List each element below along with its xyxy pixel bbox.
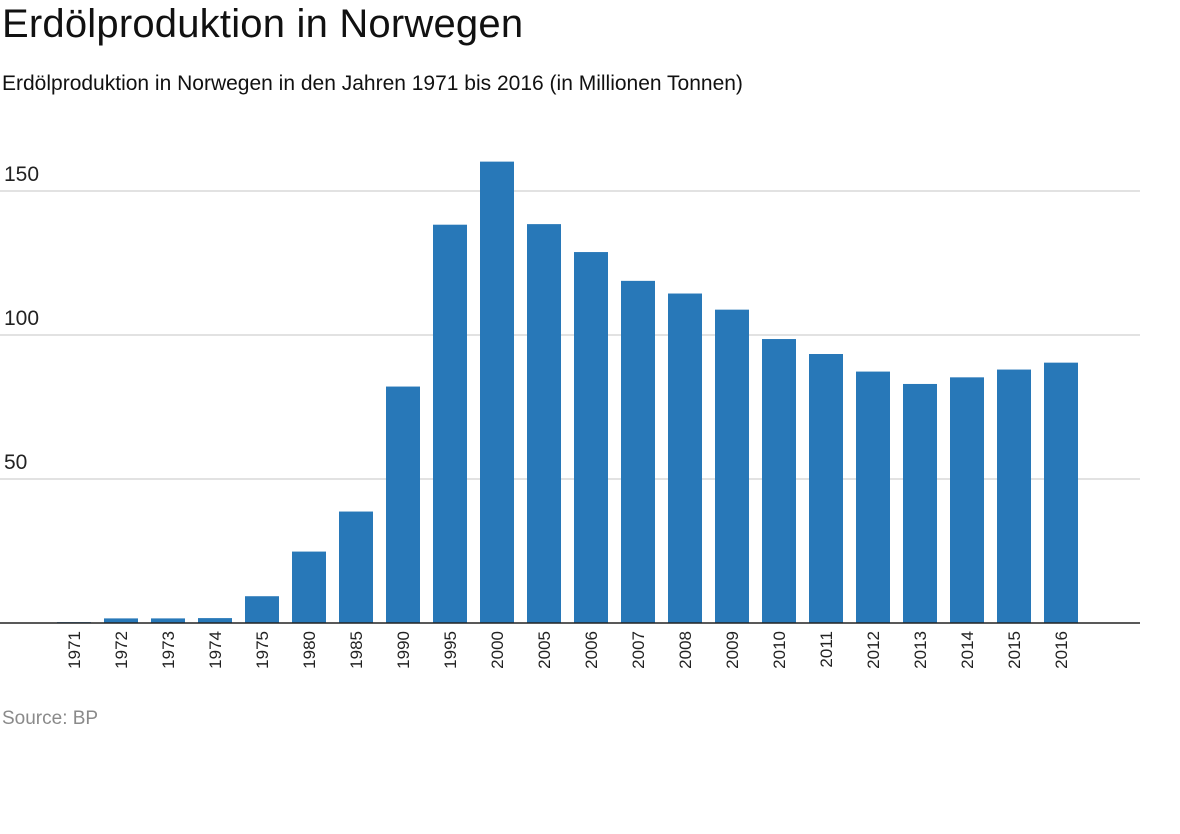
x-tick-label-1995: 1995 (441, 631, 460, 669)
bar-2015[interactable] (997, 369, 1031, 623)
source-note: Source: BP (2, 708, 99, 729)
x-tick-label-1972: 1972 (112, 631, 131, 669)
bar-2012[interactable] (856, 371, 890, 623)
bar-2011[interactable] (809, 354, 843, 623)
y-tick-labels: 50 100 150 (4, 163, 39, 474)
x-tick-label-1974: 1974 (206, 631, 225, 669)
bar-2016[interactable] (1044, 362, 1078, 623)
x-tick-label-1980: 1980 (300, 631, 319, 669)
y-tick-label-100: 100 (4, 307, 39, 330)
x-tick-label-1971: 1971 (65, 631, 84, 669)
x-tick-label-2009: 2009 (723, 631, 742, 669)
x-tick-label-2008: 2008 (676, 631, 695, 669)
bar-1990[interactable] (386, 386, 420, 623)
x-tick-label-2000: 2000 (488, 631, 507, 669)
x-tick-label-2015: 2015 (1005, 631, 1024, 669)
bar-1985[interactable] (339, 511, 373, 623)
x-tick-label-2006: 2006 (582, 631, 601, 669)
x-tick-labels: 1971 1972 1973 1974 1975 1980 1985 1990 1995 2000… (65, 631, 1071, 669)
bar-1973[interactable] (151, 618, 185, 623)
bar-2005[interactable] (527, 224, 561, 623)
bar-1972[interactable] (104, 618, 138, 623)
x-tick-label-1985: 1985 (347, 631, 366, 669)
bar-2013[interactable] (903, 383, 937, 623)
y-tick-label-50: 50 (4, 451, 27, 474)
bar-1975[interactable] (245, 596, 279, 623)
x-tick-label-2013: 2013 (911, 631, 930, 669)
bar-2014[interactable] (950, 377, 984, 623)
bar-2000[interactable] (480, 161, 514, 623)
page-subtitle: Erdölproduktion in Norwegen in den Jahre… (2, 72, 743, 95)
page-title: Erdölproduktion in Norwegen (2, 2, 524, 46)
x-tick-label-1990: 1990 (394, 631, 413, 669)
bar-1995[interactable] (433, 224, 467, 624)
x-tick-label-2014: 2014 (958, 631, 977, 669)
bar-2006[interactable] (574, 252, 608, 623)
x-tick-label-2010: 2010 (770, 631, 789, 669)
bar-2010[interactable] (762, 339, 796, 623)
x-tick-label-1975: 1975 (253, 631, 272, 669)
bar-1974[interactable] (198, 618, 232, 623)
x-tick-label-2007: 2007 (629, 631, 648, 669)
bar-2007[interactable] (621, 280, 655, 623)
bars (57, 161, 1078, 624)
x-tick-label-2012: 2012 (864, 631, 883, 669)
bar-2008[interactable] (668, 293, 702, 623)
x-tick-label-2011: 2011 (817, 631, 836, 668)
x-tick-label-2005: 2005 (535, 631, 554, 669)
bar-chart: 50 100 150 1971 1972 1973 1974 1975 1980 1985 199… (0, 161, 1140, 669)
bar-2009[interactable] (715, 309, 749, 623)
x-tick-label-2016: 2016 (1052, 631, 1071, 669)
y-tick-label-150: 150 (4, 163, 39, 186)
bar-1980[interactable] (292, 551, 326, 623)
x-tick-label-1973: 1973 (159, 631, 178, 669)
